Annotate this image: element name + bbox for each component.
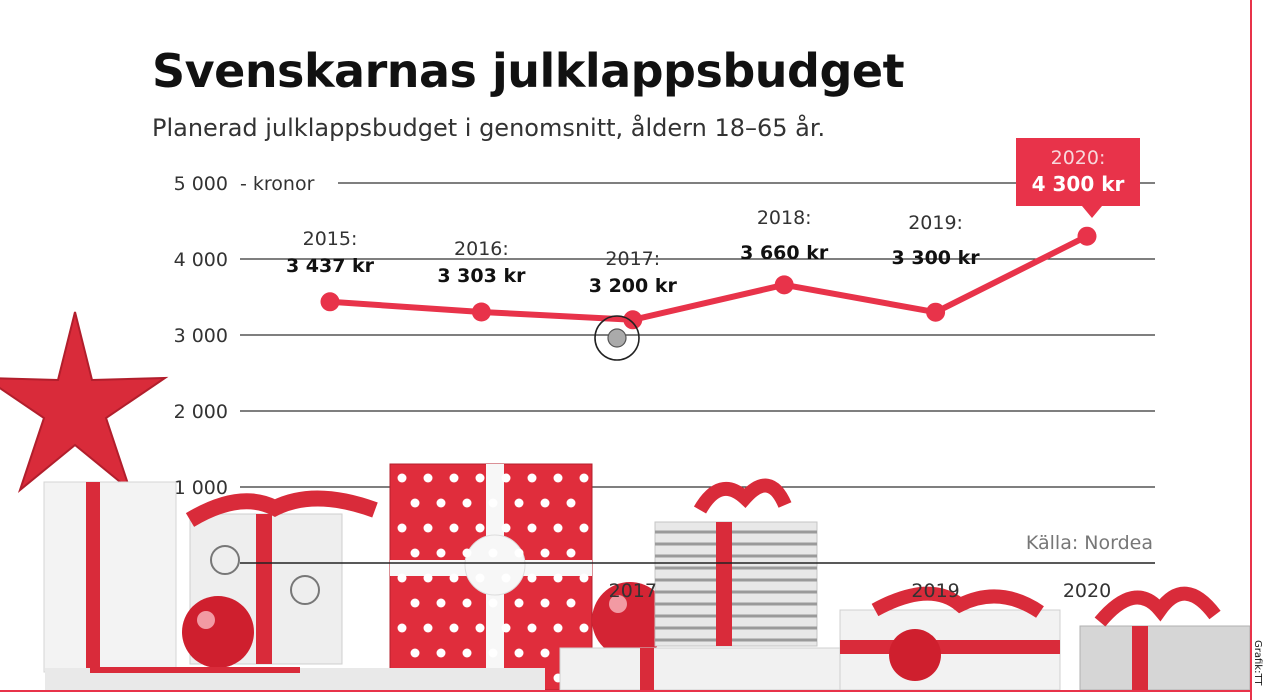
y-tick-label: 3 000: [174, 325, 228, 347]
data-point: [623, 310, 643, 330]
y-tick-label: 5 000: [174, 173, 228, 195]
series-line: [327, 233, 1090, 323]
gift-box-white-icon: [559, 647, 841, 690]
credit-label: Grafik:TT: [1252, 640, 1263, 686]
point-labels: 2015: 3 437 kr 2016: 3 303 kr 2017: 3 200 kr 2…: [286, 147, 1125, 297]
point-year-label: 2016:: [454, 238, 509, 260]
point-year-label: 2017:: [605, 248, 660, 270]
point-value-label: 4 300 kr: [1032, 172, 1125, 196]
data-point: [1077, 226, 1097, 246]
data-points: [320, 226, 1097, 330]
chart-subtitle: Planerad julklappsbudget i genomsnitt, å…: [152, 114, 826, 142]
y-axis-ticks: 1 000 2 000 3 000 4 000 5 000: [174, 173, 228, 499]
gift-box-star-icon: [1079, 625, 1250, 690]
data-point: [774, 275, 794, 295]
x-axis-ticks: 2017 2019 2020: [609, 580, 1112, 602]
y-tick-label: 2 000: [174, 401, 228, 423]
y-unit-label: - kronor: [240, 173, 315, 195]
point-value-label: 3 303 kr: [437, 265, 526, 287]
x-tick-label: 2020: [1063, 580, 1111, 602]
y-tick-label: 1 000: [174, 477, 228, 499]
data-point: [471, 302, 491, 322]
point-value-label: 3 200 kr: [589, 275, 678, 297]
gift-box-white-icon: [43, 481, 177, 673]
point-year-label: 2020:: [1051, 147, 1106, 169]
x-tick-label: 2017: [609, 580, 657, 602]
highlight-callout: [1016, 138, 1140, 218]
red-bauble-icon: [182, 596, 254, 668]
point-value-label: 3 300 kr: [892, 247, 981, 269]
chart-title: Svenskarnas julklappsbudget: [152, 44, 905, 98]
point-year-label: 2019:: [908, 212, 963, 234]
x-tick-label: 2019: [911, 580, 959, 602]
point-year-label: 2015:: [303, 228, 358, 250]
data-point: [926, 302, 946, 322]
point-value-label: 3 437 kr: [286, 255, 375, 277]
star-ornament-icon: [0, 311, 169, 493]
data-point: [320, 292, 340, 312]
point-value-label: 3 660 kr: [740, 242, 829, 264]
frame-border-bottom: [0, 690, 1250, 692]
source-label: Källa: Nordea: [1026, 532, 1153, 554]
frame-border-right: [1250, 0, 1252, 700]
y-tick-label: 4 000: [174, 249, 228, 271]
point-year-label: 2018:: [757, 207, 812, 229]
cursor-ring-icon: [594, 315, 640, 361]
line-chart: 1 000 2 000 3 000 4 000 5 000 - kronor: [0, 138, 1250, 690]
christmas-gifts-illustration: [0, 311, 1250, 690]
gridlines: [240, 182, 1155, 488]
red-bauble-icon: [889, 629, 941, 681]
